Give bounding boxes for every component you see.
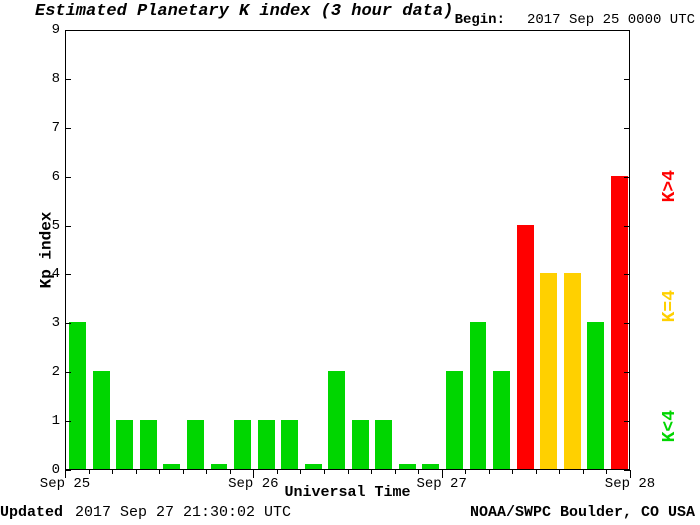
y-tick	[624, 177, 630, 178]
x-tick-label: Sep 27	[416, 476, 466, 492]
x-tick-minor	[89, 470, 90, 474]
kp-bar	[116, 420, 133, 469]
x-tick-minor	[112, 470, 113, 474]
y-tick	[65, 372, 71, 373]
x-tick-minor	[206, 470, 207, 474]
x-tick-minor	[536, 470, 537, 474]
kp-bar	[234, 420, 251, 469]
x-tick-label: Sep 26	[228, 476, 278, 492]
kp-bar	[611, 176, 628, 469]
y-tick-label: 8	[52, 71, 60, 87]
y-tick	[65, 30, 71, 31]
legend-item: K<4	[660, 410, 680, 442]
kp-bar	[140, 420, 157, 469]
y-tick	[624, 79, 630, 80]
kp-bar	[517, 225, 534, 469]
x-tick-minor	[559, 470, 560, 474]
y-tick	[624, 323, 630, 324]
x-tick-minor	[583, 470, 584, 474]
x-tick-minor	[277, 470, 278, 474]
kp-bar	[328, 371, 345, 469]
kp-bar	[564, 273, 581, 469]
kp-bar	[493, 371, 510, 469]
y-tick-label: 4	[52, 266, 60, 282]
kp-bar	[399, 464, 416, 469]
footer-source: NOAA/SWPC Boulder, CO USA	[470, 504, 695, 521]
y-tick-label: 6	[52, 169, 60, 185]
y-tick	[624, 226, 630, 227]
kp-bar	[540, 273, 557, 469]
y-tick-label: 9	[52, 22, 60, 38]
chart-title: Estimated Planetary K index (3 hour data…	[35, 2, 453, 21]
x-tick-label: Sep 25	[40, 476, 90, 492]
updated-timestamp: 2017 Sep 27 21:30:02 UTC	[75, 504, 291, 521]
y-tick-label: 1	[52, 413, 60, 429]
x-tick-minor	[465, 470, 466, 474]
begin-label: Begin:	[455, 12, 505, 28]
y-tick	[624, 372, 630, 373]
plot-area	[65, 30, 630, 470]
y-tick	[65, 421, 71, 422]
x-tick-label: Sep 28	[605, 476, 655, 492]
x-tick-minor	[324, 470, 325, 474]
chart-container: Estimated Planetary K index (3 hour data…	[0, 0, 700, 525]
y-tick	[624, 274, 630, 275]
x-tick-minor	[230, 470, 231, 474]
kp-bar	[211, 464, 228, 469]
x-tick-minor	[512, 470, 513, 474]
x-tick-minor	[606, 470, 607, 474]
x-tick-minor	[300, 470, 301, 474]
kp-bar	[69, 322, 86, 469]
x-tick-minor	[489, 470, 490, 474]
y-tick	[624, 128, 630, 129]
begin-timestamp: 2017 Sep 25 0000 UTC	[527, 12, 695, 28]
kp-bar	[352, 420, 369, 469]
legend-item: K>4	[660, 170, 680, 202]
kp-bar	[375, 420, 392, 469]
kp-bar	[187, 420, 204, 469]
x-tick-minor	[395, 470, 396, 474]
x-tick-minor	[371, 470, 372, 474]
x-tick-minor	[183, 470, 184, 474]
x-tick-minor	[159, 470, 160, 474]
y-tick	[65, 177, 71, 178]
y-tick-label: 3	[52, 315, 60, 331]
kp-bar	[587, 322, 604, 469]
kp-bar	[446, 371, 463, 469]
y-tick	[65, 274, 71, 275]
kp-bar	[422, 464, 439, 469]
x-tick-minor	[418, 470, 419, 474]
kp-bar	[163, 464, 180, 469]
x-tick-minor	[136, 470, 137, 474]
kp-bar	[258, 420, 275, 469]
kp-bar	[281, 420, 298, 469]
x-tick-minor	[348, 470, 349, 474]
kp-bar	[305, 464, 322, 469]
updated-label: Updated	[0, 504, 63, 521]
y-tick	[624, 421, 630, 422]
x-axis-label: Universal Time	[65, 484, 630, 501]
y-tick	[624, 30, 630, 31]
y-tick	[65, 128, 71, 129]
y-tick-label: 2	[52, 364, 60, 380]
kp-bar	[470, 322, 487, 469]
kp-bar	[93, 371, 110, 469]
y-tick-label: 7	[52, 120, 60, 136]
legend-item: K=4	[660, 290, 680, 322]
y-tick	[65, 79, 71, 80]
y-tick-label: 5	[52, 218, 60, 234]
y-tick	[65, 323, 71, 324]
y-tick	[65, 226, 71, 227]
